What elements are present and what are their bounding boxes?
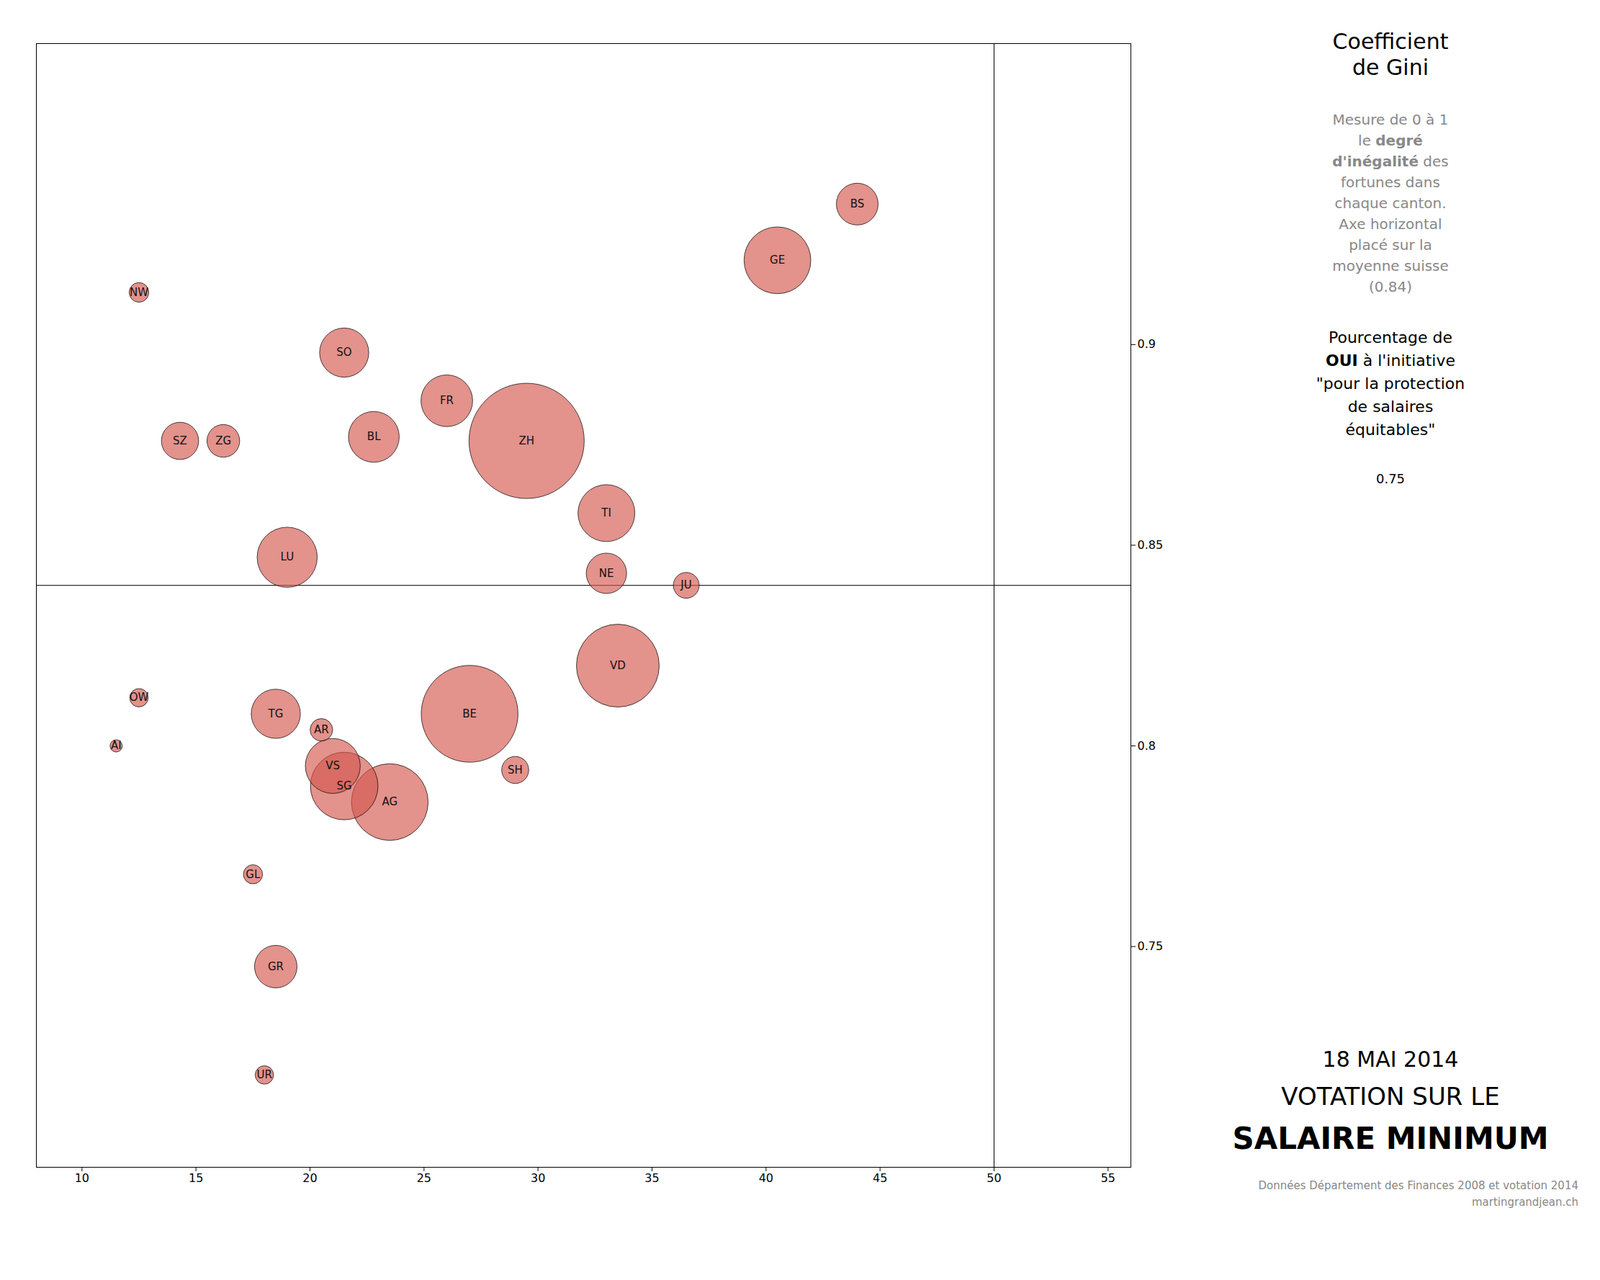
svg-text:SG: SG (336, 779, 352, 793)
svg-text:AR: AR (313, 722, 330, 736)
svg-text:50: 50 (986, 1170, 1001, 1185)
svg-text:SO: SO (336, 345, 352, 359)
svg-text:20: 20 (302, 1170, 317, 1185)
svg-text:VD: VD (609, 658, 626, 672)
svg-text:AI: AI (110, 738, 122, 752)
svg-text:30: 30 (530, 1170, 546, 1185)
svg-text:FR: FR (439, 393, 454, 407)
svg-text:VS: VS (325, 758, 340, 772)
svg-text:TI: TI (600, 506, 612, 520)
svg-text:OW: OW (129, 690, 150, 704)
svg-text:0.75: 0.75 (1137, 938, 1164, 953)
html-text:Coefficient de Gini: Coefficient de Gini (1332, 28, 1449, 80)
svg-text:LU: LU (280, 550, 295, 564)
svg-text:0.85: 0.85 (1137, 537, 1164, 552)
html-text:Pourcentage de: Pourcentage de (1328, 328, 1453, 347)
svg-text:SH: SH (507, 763, 523, 777)
html-text:SALAIRE MINIMUM: SALAIRE MINIMUM (1232, 1120, 1549, 1156)
html-text:OUI à l'initiative "pour la pr: OUI à l'initiative "pour la protection d… (1316, 351, 1465, 439)
svg-text:15: 15 (188, 1170, 204, 1185)
svg-text:55: 55 (1100, 1170, 1116, 1185)
svg-text:BS: BS (850, 197, 865, 211)
svg-text:0.9: 0.9 (1137, 336, 1156, 351)
svg-text:40: 40 (758, 1170, 774, 1185)
svg-text:TG: TG (267, 707, 284, 721)
svg-text:10: 10 (74, 1170, 90, 1185)
html-text:Données Département des Financ: Données Département des Finances 2008 et… (1258, 1178, 1579, 1208)
svg-text:25: 25 (416, 1170, 432, 1185)
svg-text:35: 35 (644, 1170, 659, 1185)
svg-text:ZH: ZH (519, 434, 536, 448)
svg-text:GR: GR (267, 959, 284, 973)
svg-text:JU: JU (679, 578, 692, 592)
svg-text:0.8: 0.8 (1137, 738, 1156, 753)
svg-text:ZG: ZG (215, 434, 232, 448)
svg-text:AG: AG (382, 794, 399, 808)
svg-text:UR: UR (256, 1067, 272, 1081)
svg-text:GE: GE (769, 253, 785, 267)
html-text:VOTATION SUR LE: VOTATION SUR LE (1281, 1081, 1500, 1111)
svg-text:NE: NE (599, 566, 615, 580)
svg-text:SZ: SZ (172, 434, 188, 448)
html-text:Mesure de 0 à 1 le degré d'iné: Mesure de 0 à 1 le degré d'inégalité des… (1332, 110, 1449, 296)
svg-text:NW: NW (129, 285, 149, 299)
svg-text:GL: GL (245, 867, 261, 881)
svg-text:BL: BL (367, 429, 381, 443)
svg-text:BE: BE (462, 707, 477, 721)
html-text:0.75: 0.75 (1376, 471, 1405, 487)
svg-text:45: 45 (872, 1170, 888, 1185)
html-text:18 MAI 2014: 18 MAI 2014 (1322, 1046, 1459, 1072)
